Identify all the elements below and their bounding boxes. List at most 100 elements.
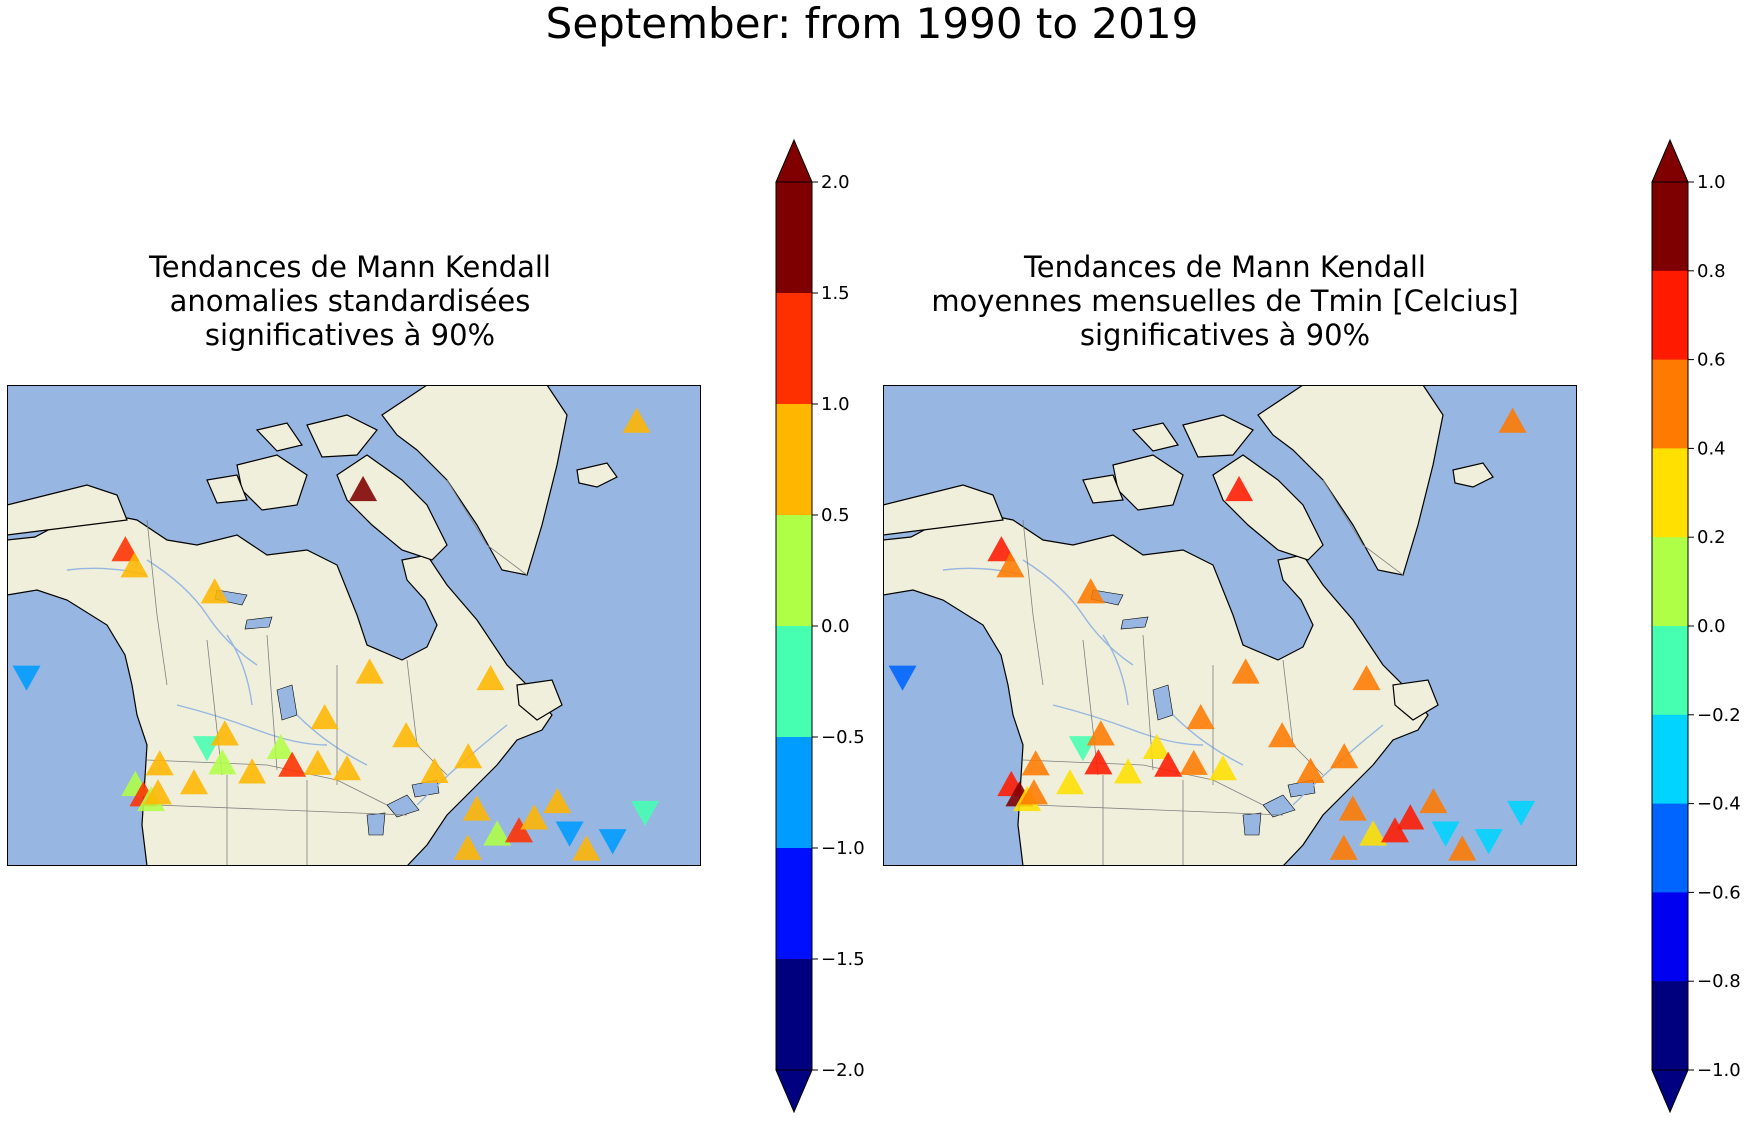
station-trend-up-marker [453,834,482,860]
colorbar-tick-label: 0.4 [1697,438,1726,459]
station-trend-up-marker [145,750,174,776]
colorbar-tick-label: −0.4 [1697,794,1741,815]
river [296,714,368,766]
panel-title-line: anomalies standardisées [169,284,531,318]
station-trend-up-marker [987,536,1016,562]
station-trend-up-marker [238,758,267,784]
landmass [1452,462,1494,488]
border-line [1032,804,1284,816]
colorbar-segment [1652,359,1688,449]
colorbar-segment [1652,803,1688,893]
station-trend-up-marker [208,749,237,775]
lake [1262,794,1296,818]
map-frame [7,385,701,866]
station-trend-up-marker [349,475,378,502]
colorbar-segment [776,404,812,516]
river [176,704,328,746]
colorbar-tick-label: 2.0 [821,172,850,193]
colorbar-segment [1652,537,1688,627]
river [1102,634,1129,706]
border-line [156,804,408,816]
colorbar-tick-label: −2.0 [821,1060,865,1081]
colorbar-tick-label: 1.5 [821,283,850,304]
station-trend-up-marker [392,722,421,748]
colorbar-extend-min [1651,1069,1689,1114]
landmass [883,484,1004,536]
border-line [1082,639,1099,776]
border-line [206,639,223,776]
lake [366,812,386,836]
station-trend-up-marker [996,552,1025,578]
station-trend-up-marker [1380,817,1409,843]
colorbar-segment [1652,448,1688,538]
landmass [206,474,248,504]
station-trend-up-marker [1338,795,1367,821]
station-trend-up-marker [1396,804,1425,830]
station-trend-up-marker [454,743,483,769]
station-trend-up-marker [111,536,140,562]
station-trend-up-marker [1498,407,1527,433]
colorbar-segment [776,959,812,1071]
colorbar-extend-max [775,138,813,183]
landmass [306,414,378,458]
colorbar-tick-label: 0.8 [1697,261,1726,282]
colorbar-tick-label: −0.6 [1697,882,1741,903]
station-trend-down-marker [555,821,584,847]
landmass [1392,679,1439,721]
colorbar-tick-label: 0.0 [821,616,850,637]
station-trend-up-marker [483,820,512,846]
station-trend-up-marker [476,664,505,691]
colorbar-segment [776,737,812,849]
station-trend-up-marker [1330,743,1359,769]
station-trend-up-marker [1448,835,1477,861]
station-trend-up-marker [120,552,149,578]
station-trend-up-marker [180,769,209,795]
river [1022,559,1134,666]
station-trend-up-marker [1419,787,1448,814]
colorbar-tick-label: 1.0 [821,394,850,415]
station-trend-up-marker [1142,733,1171,760]
lake [1242,812,1262,836]
station-trend-up-marker [1186,703,1215,730]
map-standardized-anomalies [7,385,701,866]
colorbar-segment [776,293,812,405]
colorbar-extend-min [775,1069,813,1114]
station-trend-up-marker [572,835,601,861]
border-line [1322,479,1404,576]
panel-title-standardized: Tendances de Mann Kendall anomalies stan… [50,250,650,352]
lake [1120,616,1149,630]
colorbar-segment [1652,182,1688,272]
panel-title-line: Tendances de Mann Kendall [1023,250,1426,284]
station-trend-up-marker [1231,658,1260,684]
colorbar-tick-label: −1.0 [1697,1060,1741,1081]
station-trend-up-marker [210,720,239,746]
landmass [1182,414,1254,458]
map-tmin-trends [883,385,1577,866]
border-line [146,519,168,686]
station-trend-down-marker [1507,800,1536,827]
colorbar-tmin: 1.0 0.8 0.6 0.4 0.2 0.0 −0.2 −0.4 −0.6 −0.8 −1.0 [1651,138,1741,1114]
station-trend-up-marker [266,733,295,760]
station-trend-down-marker [12,665,41,691]
colorbar-standardized: 2.0 1.5 1.0 0.5 0.0 −0.5 −1.0 −1.5 −2.0 [775,138,865,1114]
colorbar-segment [776,848,812,960]
colorbar-tick-label: −0.5 [821,727,865,748]
station-trend-up-marker [310,703,339,730]
landmass [516,679,563,721]
colorbar-tick-label: −0.8 [1697,971,1741,992]
colorbar-segment [776,182,812,294]
colorbar-segment [1652,981,1688,1071]
panel-title-line: Tendances de Mann Kendall [148,250,551,284]
lake [244,616,273,630]
station-trend-up-marker [278,751,307,777]
station-trend-up-marker [504,817,533,843]
station-trend-up-marker [355,658,384,684]
colorbar-tick-label: 0.2 [1697,527,1726,548]
colorbar-segment [1652,626,1688,716]
colorbar-tick-label: −1.5 [821,949,865,970]
station-trend-up-marker [1268,722,1297,748]
station-trend-down-marker [1474,829,1503,855]
station-trend-down-marker [888,665,917,691]
colorbar-tick-label: 0.5 [821,505,850,526]
station-trend-up-marker [143,779,172,805]
